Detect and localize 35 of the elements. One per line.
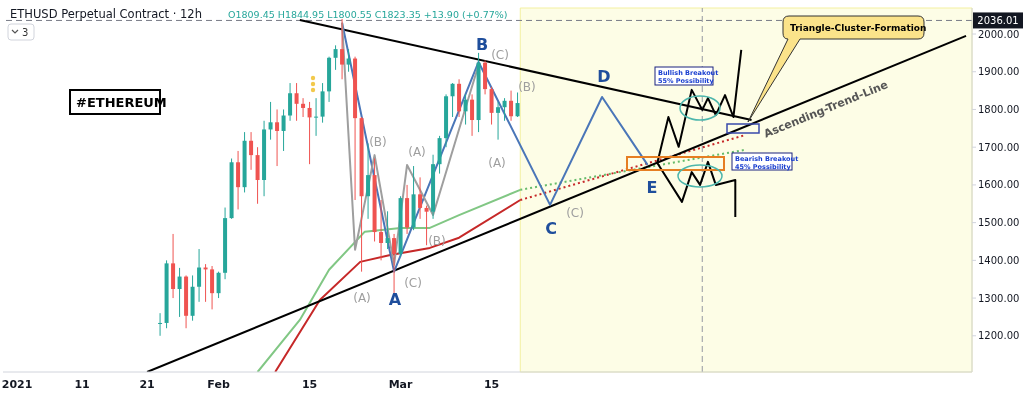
y-tick-label: 1700.00	[978, 141, 1020, 153]
y-tick-label: 1500.00	[978, 217, 1020, 229]
ref-line-label: 2036.01	[977, 15, 1019, 27]
y-tick-label: 1600.00	[978, 179, 1020, 191]
x-tick-label: 11	[74, 377, 90, 391]
annotation: (A)	[408, 144, 426, 159]
chart-title: ETHUSD Perpetual Contract · 12h	[10, 7, 202, 21]
y-tick-label: 1900.00	[978, 66, 1020, 78]
annotation: (C)	[566, 205, 584, 220]
y-tick-label: 1400.00	[978, 254, 1020, 266]
x-tick-label: 2021	[1, 377, 33, 391]
chart-subtitle: O1809.45 H1844.95 L1800.55 C1823.35 +13.90 (+0.77%)	[228, 9, 508, 20]
annotation: (A)	[353, 290, 371, 305]
annotation: C	[545, 218, 557, 238]
x-tick-label: 15	[483, 377, 500, 391]
annotation: Triangle-Cluster-Formation	[790, 23, 927, 33]
annotation: (B)	[369, 134, 387, 149]
annotation: (A)	[488, 155, 506, 170]
x-tick-label: 21	[139, 377, 155, 391]
annotation: (B)	[518, 79, 536, 94]
x-tick-label: 15	[301, 377, 318, 391]
annotation: B	[475, 34, 489, 54]
annotation: D	[597, 66, 611, 86]
y-tick-label: 1800.00	[978, 104, 1020, 116]
annotation: 3	[22, 27, 29, 38]
x-tick-label: Feb	[207, 377, 230, 391]
x-tick-label: Mar	[388, 377, 414, 391]
annotation: (B)	[428, 233, 446, 248]
annotation: (C)	[404, 275, 422, 290]
annotation: (C)	[491, 47, 509, 62]
y-tick-label: 1300.00	[978, 292, 1020, 304]
y-tick-label: 1200.00	[978, 330, 1020, 342]
annotation: E	[646, 177, 658, 197]
annotation: A	[388, 289, 402, 309]
y-tick-label: 2000.00	[978, 28, 1020, 40]
